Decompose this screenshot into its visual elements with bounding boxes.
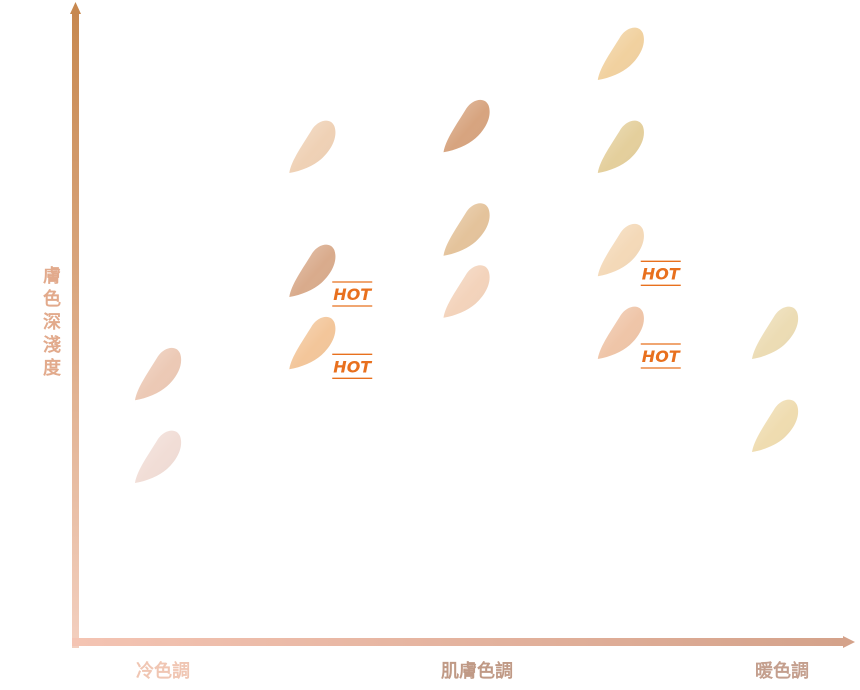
shade-swatch-sheen [289,244,336,297]
hot-badge: HOT [640,260,681,286]
y-axis [70,2,81,648]
shade-swatch-sheen [752,399,799,452]
shade-swatch [597,223,644,277]
shade-swatch-sheen [443,265,490,318]
x-axis-arrowhead [843,636,855,648]
shade-swatch [135,347,182,401]
shade-swatch-sheen [443,99,490,153]
x-tick-label-warm: 暖色調 [755,660,809,682]
shade-swatch [289,120,336,173]
x-axis-line [72,638,845,646]
shade-swatch [752,306,799,359]
x-axis [72,636,855,648]
shade-swatch-sheen [443,203,490,256]
shade-swatch [135,430,182,483]
y-axis-line [72,12,79,648]
hot-badge: HOT [640,343,681,369]
shade-swatch-sheen [135,430,182,483]
shade-swatches: HOT HOT HOT HOT [135,27,799,483]
shade-swatch [597,120,644,173]
shade-swatch [597,306,644,359]
shade-swatch-sheen [597,223,644,277]
shade-swatch [443,265,490,318]
hot-badge-label: HOT [642,347,681,366]
y-axis-arrowhead [70,2,81,14]
x-axis-title: 肌膚色調 [441,660,513,682]
shade-swatch [597,27,644,80]
hot-badge: HOT [332,281,372,307]
shade-swatch-sheen [289,120,336,173]
x-tick-label-cool: 冷色調 [136,660,190,682]
shade-swatch-sheen [135,347,182,401]
hot-badge-label: HOT [642,264,681,283]
shade-swatch-sheen [597,120,644,173]
shade-swatch [752,399,799,452]
shade-swatch [289,244,336,297]
shade-swatch-sheen [597,306,644,359]
shade-swatch-sheen [752,306,799,359]
hot-badge-label: HOT [333,357,372,376]
y-axis-label: 膚色深淺度 [43,265,62,379]
shade-swatch [443,203,490,256]
hot-badge: HOT [332,353,372,379]
shade-swatch [443,99,490,153]
shade-swatch [289,316,336,370]
hot-badge-label: HOT [333,285,372,304]
shade-swatch-sheen [289,316,336,370]
shade-swatch-sheen [597,27,644,80]
